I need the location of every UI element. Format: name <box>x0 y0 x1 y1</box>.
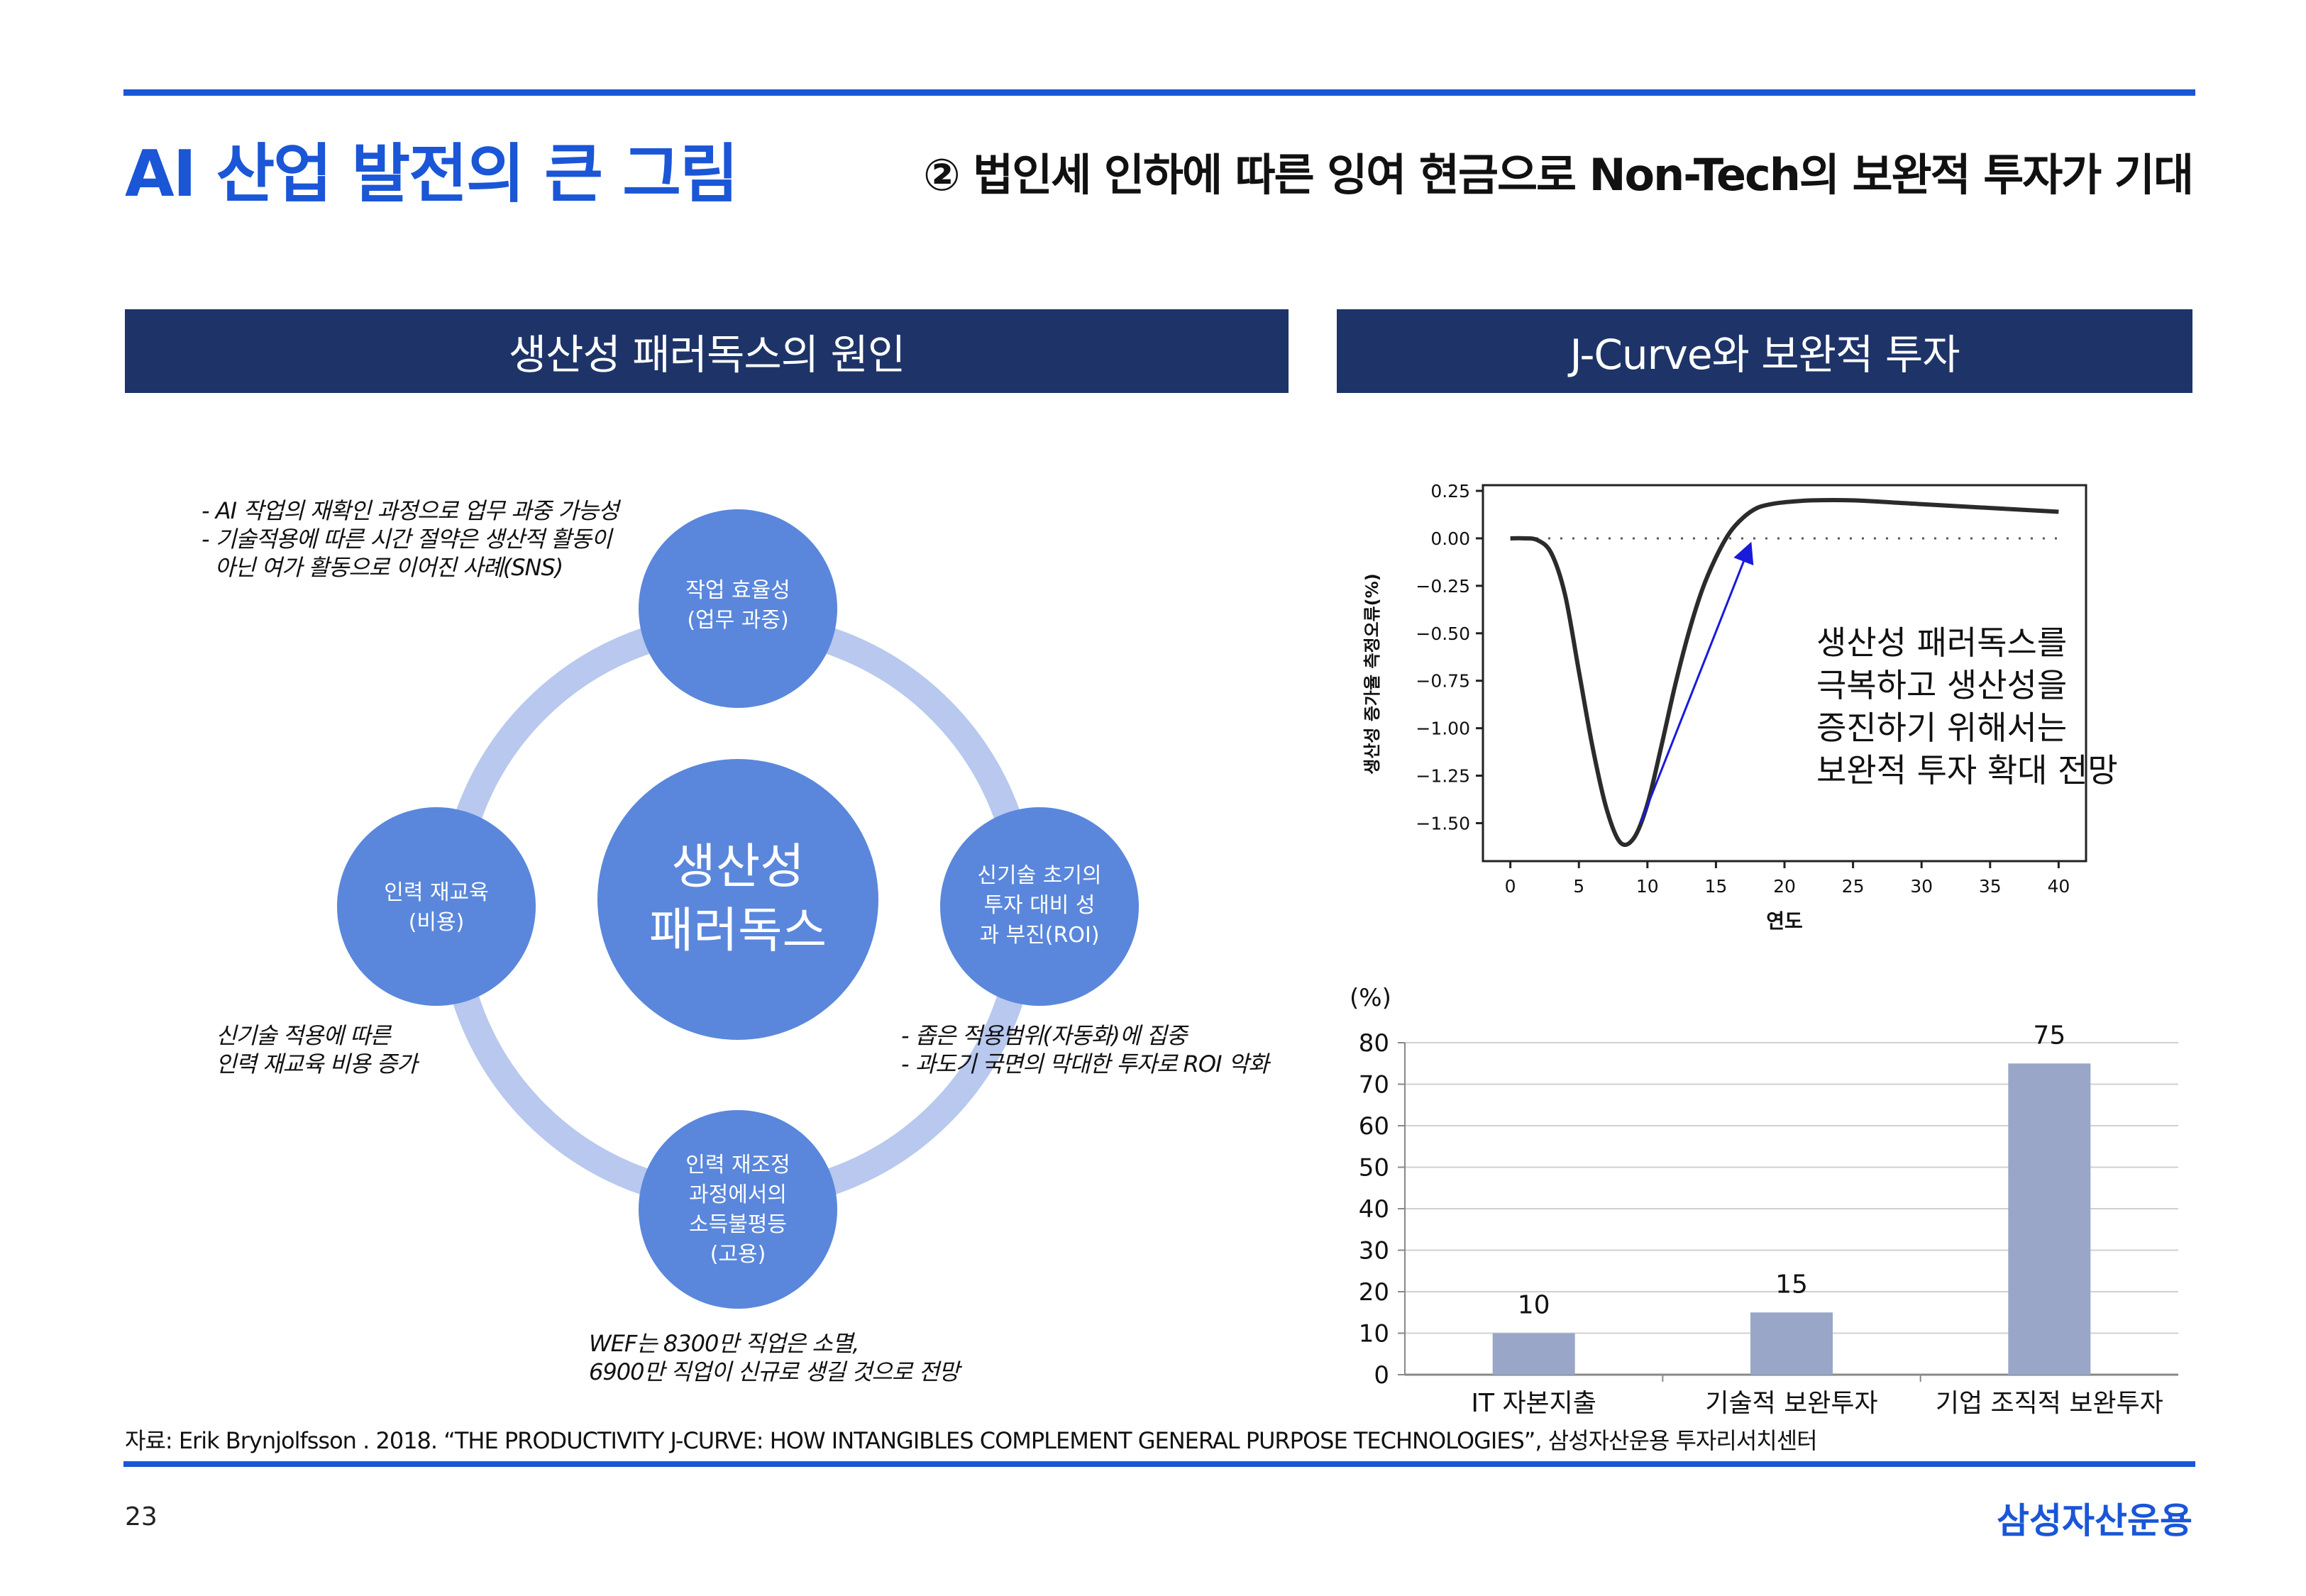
j-curve-series-line <box>1510 497 2059 847</box>
node-left-line-2: (비용) <box>409 910 465 935</box>
note-left-line: 신기술 적용에 따른 <box>216 1022 391 1049</box>
x-tick-label: 40 <box>2047 876 2070 897</box>
y-tick-label: −0.25 <box>1416 576 1470 597</box>
node-right-line-3: 과 부진(ROI) <box>979 923 1099 948</box>
y-tick-label: 20 <box>1359 1278 1389 1307</box>
node-left-circle <box>337 807 536 1006</box>
x-axis-label: 연도 <box>1766 909 1803 933</box>
note-left-line: 인력 재교육 비용 증가 <box>216 1051 417 1077</box>
y-tick-label: −0.75 <box>1416 671 1470 692</box>
bar <box>2008 1063 2091 1375</box>
section-header-left: 생산성 패러독스의 원인 <box>125 309 1289 393</box>
node-right-line-1: 신기술 초기의 <box>977 863 1101 888</box>
bottom-divider <box>123 1461 2195 1467</box>
y-tick-label: 0 <box>1374 1361 1389 1390</box>
category-label: 기술적 보완투자 <box>1705 1389 1877 1418</box>
x-tick-label: 15 <box>1705 876 1728 897</box>
x-tick-label: 20 <box>1773 876 1796 897</box>
brand-logo-text: 삼성자산운용 <box>1997 1500 2192 1541</box>
y-tick-label: 80 <box>1359 1029 1389 1058</box>
node-top-circle <box>639 509 837 708</box>
j-curve-annotation: 생산성 패러독스를 극복하고 생산성을 증진하기 위해서는 보완적 투자 확대 … <box>1816 621 2118 792</box>
x-tick-label: 25 <box>1842 876 1865 897</box>
node-left-line-1: 인력 재교육 <box>384 880 489 905</box>
annotation-line: 증진하기 위해서는 <box>1816 709 2068 747</box>
y-axis-label: 생산성 증가율 측정오류(%) <box>1362 573 1382 775</box>
y-tick-label: 0.00 <box>1430 528 1470 549</box>
page-title: AI 산업 발전의 큰 그림 <box>125 137 739 211</box>
category-label: 기업 조직적 보완투자 <box>1936 1389 2163 1418</box>
node-bottom-line-3: 소득불평등 <box>689 1212 787 1237</box>
annotation-line: 생산성 패러독스를 <box>1816 624 2068 662</box>
y-tick-label: −1.50 <box>1416 813 1470 833</box>
center-label-line-2: 패러독스 <box>649 903 827 959</box>
note-top-left-line: - 기술적용에 따른 시간 절약은 생산적 활동이 <box>202 526 612 553</box>
note-left: 신기술 적용에 따른 인력 재교육 비용 증가 <box>216 1021 417 1078</box>
center-label-line-1: 생산성 <box>671 839 805 895</box>
source-citation: 자료: Erik Brynjolfsson . 2018. “THE PRODU… <box>125 1427 1818 1454</box>
note-right-line: - 좁은 적용범위(자동화)에 집중 <box>901 1022 1187 1049</box>
y-tick-label: 70 <box>1359 1071 1389 1099</box>
x-tick-label: 0 <box>1505 876 1516 897</box>
bar-value-label: 15 <box>1775 1270 1808 1299</box>
y-tick-label: 30 <box>1359 1237 1389 1265</box>
note-top-left-line: 아닌 여가 활동으로 이어진 사례(SNS) <box>202 554 563 581</box>
node-right-circle <box>940 807 1139 1006</box>
y-tick-label: 50 <box>1359 1154 1389 1182</box>
annotation-line: 보완적 투자 확대 전망 <box>1816 751 2118 789</box>
node-bottom-circle <box>639 1110 837 1309</box>
note-right: - 좁은 적용범위(자동화)에 집중 - 과도기 국면의 막대한 투자로 ROI… <box>901 1021 1269 1078</box>
j-curve-chart: 0.25 0.00 −0.25 −0.50 −0.75 −1.00 −1.25 −1.50 0… <box>1362 481 2087 933</box>
node-top-line-1: 작업 효율성 <box>685 578 790 603</box>
page-number: 23 <box>125 1502 158 1531</box>
note-top-left: - AI 작업의 재확인 과정으로 업무 과중 가능성 - 기술적용에 따른 시… <box>202 497 619 582</box>
x-tick-label: 5 <box>1573 876 1584 897</box>
page-subtitle: ② 법인세 인하에 따른 잉여 현금으로 Non-Tech의 보완적 투자가 기… <box>923 149 2194 201</box>
section-header-right: J-Curve와 보완적 투자 <box>1337 309 2192 393</box>
note-right-line: - 과도기 국면의 막대한 투자로 ROI 악화 <box>901 1051 1269 1077</box>
note-bottom: WEF는 8300만 직업은 소멸, 6900만 직업이 신규로 생길 것으로 … <box>589 1329 959 1386</box>
category-label: IT 자본지출 <box>1471 1389 1596 1418</box>
bar-value-label: 75 <box>2033 1021 2065 1050</box>
y-tick-label: −1.25 <box>1416 766 1470 787</box>
center-circle <box>597 759 878 1040</box>
node-bottom-line-1: 인력 재조정 <box>685 1153 790 1177</box>
bar-value-label: 10 <box>1518 1291 1550 1320</box>
complementary-investment-bar-chart: (%) 0 10 20 30 40 50 60 70 80 10 IT 자본지출 15 기술적 보완투… <box>1350 984 2178 1418</box>
note-bottom-line: 6900만 직업이 신규로 생길 것으로 전망 <box>589 1358 959 1385</box>
note-top-left-line: - AI 작업의 재확인 과정으로 업무 과중 가능성 <box>202 497 619 524</box>
bar <box>1492 1333 1575 1375</box>
y-tick-label: 10 <box>1359 1320 1389 1348</box>
node-bottom-line-2: 과정에서의 <box>689 1182 787 1207</box>
y-tick-label: 60 <box>1359 1112 1389 1141</box>
x-tick-label: 10 <box>1636 876 1659 897</box>
y-tick-label: −1.00 <box>1416 719 1470 739</box>
y-tick-label: −0.50 <box>1416 624 1470 644</box>
bar-y-axis-unit: (%) <box>1350 984 1391 1012</box>
node-top-line-2: (업무 과중) <box>687 608 788 633</box>
bar <box>1750 1312 1833 1375</box>
x-tick-label: 30 <box>1910 876 1933 897</box>
productivity-paradox-diagram: 생산성 패러독스 작업 효율성 (업무 과중) 신기술 초기의 투자 대비 성 … <box>337 509 1139 1309</box>
plot-frame <box>1482 484 2087 863</box>
note-bottom-line: WEF는 8300만 직업은 소멸, <box>589 1330 859 1357</box>
node-bottom-line-4: (고용) <box>710 1242 766 1267</box>
annotation-line: 극복하고 생산성을 <box>1816 666 2068 704</box>
annotation-arrow <box>1639 541 1754 824</box>
top-divider <box>123 89 2195 96</box>
y-tick-label: 0.25 <box>1430 481 1470 501</box>
x-tick-label: 35 <box>1979 876 2002 897</box>
node-right-line-2: 투자 대비 성 <box>983 893 1095 918</box>
y-tick-label: 40 <box>1359 1195 1389 1224</box>
